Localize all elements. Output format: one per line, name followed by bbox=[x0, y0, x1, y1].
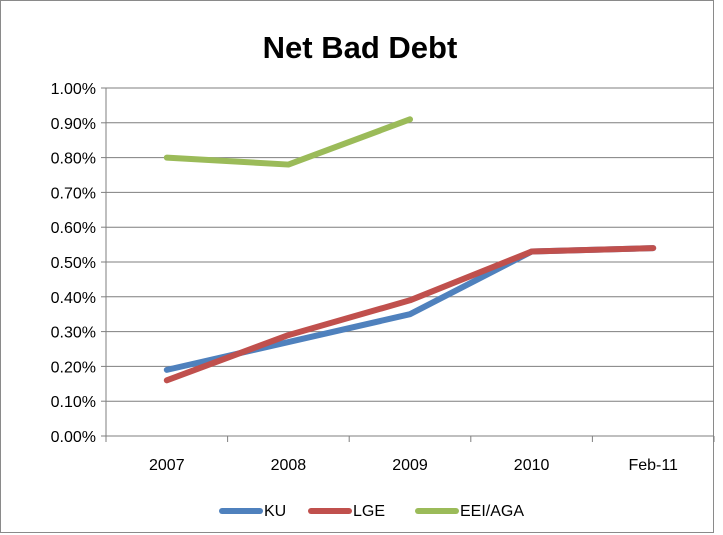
y-tick-label: 0.50% bbox=[51, 255, 96, 272]
series-line-lge bbox=[163, 245, 657, 384]
y-tick-label: 0.80% bbox=[51, 151, 96, 168]
y-tick-label: 1.00% bbox=[51, 81, 96, 98]
y-tick-label: 0.10% bbox=[51, 394, 96, 411]
legend-label: EEI/AGA bbox=[460, 503, 524, 520]
y-axis: 0.00% 0.10% 0.20% 0.30% 0.40% 0.50% 0.60% 0.70%… bbox=[51, 81, 107, 446]
y-tick-label: 0.60% bbox=[51, 220, 96, 237]
y-tick-label: 0.30% bbox=[51, 325, 96, 342]
x-tick-label: 2010 bbox=[514, 457, 550, 474]
series-lines bbox=[163, 116, 657, 384]
chart-title: Net Bad Debt bbox=[263, 30, 458, 65]
gridlines bbox=[106, 87, 714, 437]
legend: KU LGE EEI/AGA bbox=[219, 503, 524, 520]
x-axis: 2007 2008 2009 2010 Feb-11 bbox=[105, 436, 715, 474]
legend-label: KU bbox=[264, 503, 286, 520]
y-tick-label: 0.40% bbox=[51, 290, 96, 307]
legend-label: LGE bbox=[353, 503, 385, 520]
x-tick-label: Feb-11 bbox=[628, 457, 678, 474]
y-tick-label: 0.20% bbox=[51, 359, 96, 376]
x-tick-label: 2009 bbox=[392, 457, 428, 474]
x-tick-label: 2008 bbox=[271, 457, 307, 474]
y-tick-label: 0.90% bbox=[51, 116, 96, 133]
y-tick-label: 0.00% bbox=[51, 429, 96, 446]
x-tick-label: 2007 bbox=[149, 457, 185, 474]
series-line-eei-aga bbox=[163, 116, 413, 168]
y-tick-label: 0.70% bbox=[51, 185, 96, 202]
